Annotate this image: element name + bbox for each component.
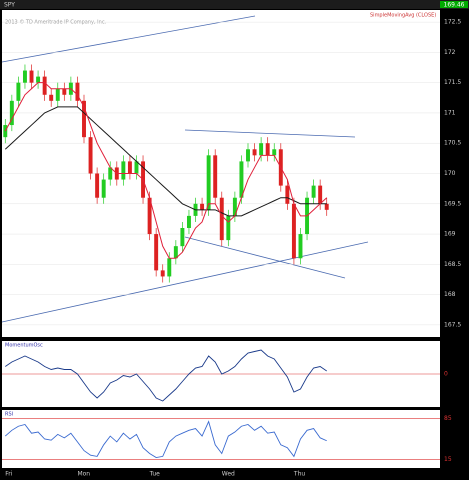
y-tick-label: 172 (444, 49, 456, 56)
x-tick-label: Tue (149, 471, 161, 478)
candle-body (318, 185, 323, 204)
trend-lines (1, 15, 369, 323)
candle-body (259, 143, 264, 156)
candle-body (88, 137, 93, 174)
candle-body (62, 88, 67, 95)
candle-body (36, 76, 41, 83)
x-tick-label: Thu (293, 471, 305, 478)
indicator-label: SimpleMovingAvg (CLOSE) (370, 13, 436, 19)
candle-body (232, 197, 237, 216)
candle-body (298, 234, 303, 259)
candle-body (173, 246, 178, 259)
candle-body (324, 203, 329, 210)
y-tick-label: 169 (444, 231, 456, 238)
candle-body (29, 70, 34, 83)
candle-body (311, 185, 316, 198)
x-tick-label: Fri (5, 471, 12, 478)
candle-body (252, 149, 257, 156)
candle-body (167, 258, 172, 277)
x-tick-label: Wed (222, 471, 235, 478)
candle-body (75, 82, 80, 101)
price-box (440, 1, 468, 8)
candle-body (219, 197, 224, 241)
candle-body (147, 197, 152, 235)
candle-body (213, 155, 218, 198)
candle-body (180, 228, 185, 247)
candle-body (160, 270, 165, 277)
panel-label: RSI (5, 412, 13, 418)
toolbar (0, 0, 469, 9)
candle-body (22, 70, 27, 83)
candle-body (272, 149, 277, 156)
y-tick-label: 170 (444, 170, 456, 177)
y-tick-label: 85 (444, 415, 452, 422)
candle-body (82, 100, 86, 138)
candle-body (291, 203, 296, 259)
y-tick-label: 15 (444, 456, 452, 463)
y-tick-label: 171 (444, 109, 456, 116)
candle-body (127, 161, 132, 174)
candle-body (108, 167, 113, 180)
candle-body (206, 155, 211, 210)
y-tick-label: 169.5 (444, 200, 461, 207)
y-tick-label: 170.5 (444, 140, 461, 147)
candle-body (16, 82, 21, 101)
candle-body (95, 173, 100, 198)
last-price: 169.46 (444, 2, 465, 9)
rsi-line (4, 420, 327, 459)
y-tick-label: 168 (444, 291, 456, 298)
candle-body (239, 161, 244, 198)
y-tick-label: 171.5 (444, 79, 461, 86)
candle-body (246, 149, 250, 162)
candle-body (226, 215, 231, 241)
candle-body (265, 143, 270, 156)
candle-body (134, 161, 139, 174)
candle-body (49, 94, 54, 101)
oscillator-line (5, 349, 327, 402)
y-tick-label: 168.5 (444, 261, 461, 268)
y-tick-label: 167.5 (444, 321, 461, 328)
candle-body (285, 185, 290, 204)
candle-body (200, 203, 205, 210)
candle-body (121, 161, 126, 180)
y-tick-label: 0 (444, 371, 448, 378)
candle-body (101, 179, 106, 198)
moving-average (4, 82, 328, 259)
candle-body (154, 234, 159, 271)
candle-body (9, 100, 14, 126)
symbol: SPY (4, 2, 15, 9)
moving-average (4, 106, 327, 217)
candle-body (3, 125, 8, 138)
panel-label: MomentumOsc (5, 343, 43, 349)
x-tick-label: Mon (77, 471, 90, 478)
candle-body (55, 88, 60, 101)
candle-body (42, 76, 47, 95)
y-tick-label: 172.5 (444, 19, 461, 26)
candle-body (186, 215, 191, 228)
